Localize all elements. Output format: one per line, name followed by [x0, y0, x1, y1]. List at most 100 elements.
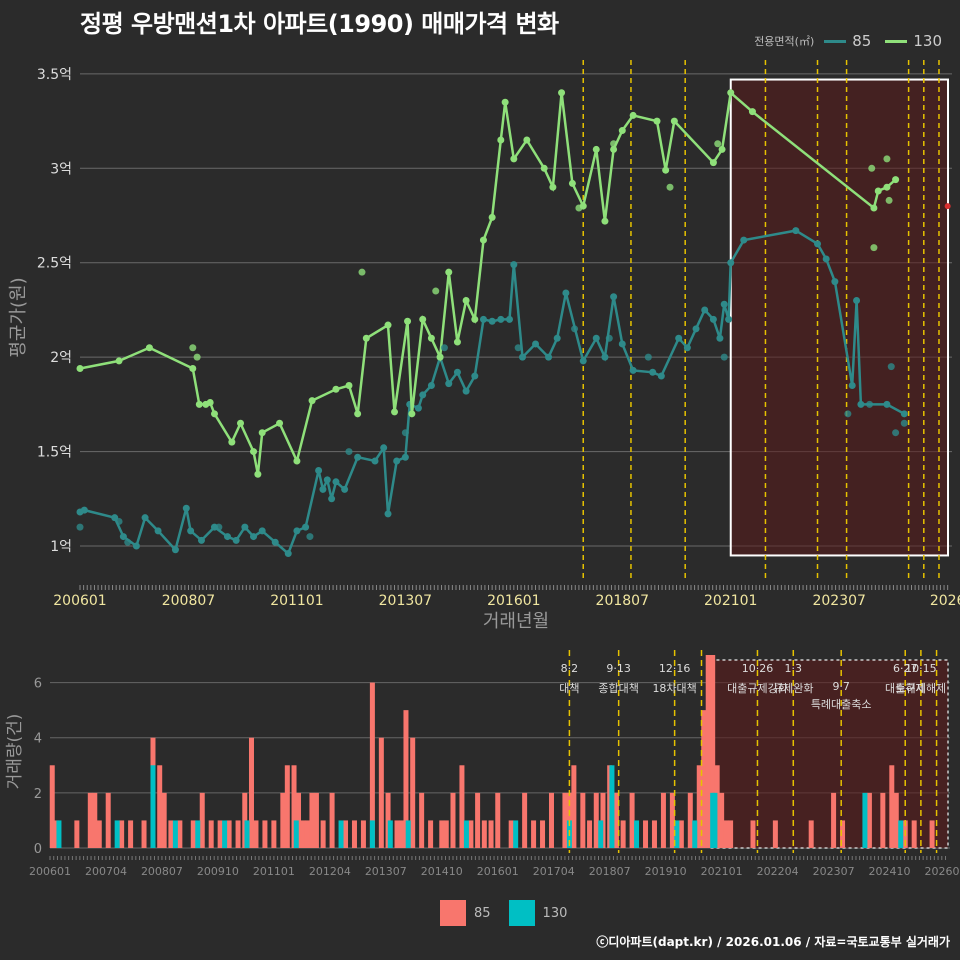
data-point-85	[427, 381, 435, 389]
data-point-130	[501, 98, 509, 106]
scatter-point-85	[887, 363, 895, 371]
bar-130	[898, 820, 904, 848]
data-point-85	[497, 315, 505, 323]
policy-annotation-text: 특례대출축소	[811, 698, 872, 711]
bar-130	[598, 820, 604, 848]
bar-85	[495, 792, 501, 848]
bar-85	[369, 682, 375, 848]
bar-130	[195, 820, 201, 848]
footer-credit: ⓒ디아파트(dapt.kr) / 2026.01.06 / 자료=국토교통부 실…	[596, 935, 950, 949]
bar-85	[710, 655, 716, 848]
policy-annotation-text: 대책	[559, 682, 579, 695]
legend-bar-label-130: 130	[542, 905, 568, 921]
bar-130	[634, 820, 640, 848]
scatter-point-85	[440, 344, 448, 352]
data-point-85	[601, 353, 609, 361]
data-point-85	[171, 546, 179, 554]
data-point-130	[870, 204, 878, 212]
bar-y-tick-label: 0	[34, 842, 42, 857]
data-point-85	[900, 410, 908, 418]
bar-85	[291, 765, 297, 848]
bar-85	[508, 820, 514, 848]
bar-x-tick-label: 202101	[701, 865, 743, 878]
bar-85	[889, 765, 895, 848]
bar-85	[343, 820, 349, 848]
bar-85	[866, 792, 872, 848]
bar-85	[719, 792, 725, 848]
data-point-130	[709, 159, 717, 167]
bar-130	[150, 765, 156, 848]
series-line-130	[79, 90, 897, 475]
data-point-85	[80, 506, 88, 514]
bar-130	[222, 820, 228, 848]
policy-annotation-date: 6·27	[893, 662, 918, 675]
bar-85	[92, 792, 98, 848]
data-point-130	[568, 179, 576, 187]
data-point-85	[701, 306, 709, 314]
scatter-point-85	[215, 523, 223, 531]
legend-box-130	[508, 900, 535, 926]
scatter-point-130	[358, 268, 366, 276]
data-point-85	[488, 317, 496, 325]
data-point-85	[610, 293, 618, 301]
data-point-130	[206, 398, 214, 406]
bar-130	[293, 820, 299, 848]
bar-130	[114, 820, 120, 848]
bar-85	[329, 792, 335, 848]
legend-box-85	[440, 900, 466, 926]
bar-130	[674, 820, 680, 848]
data-point-130	[497, 136, 505, 144]
data-point-85	[453, 368, 461, 376]
legend-label-85: 85	[852, 32, 872, 50]
data-point-130	[462, 297, 470, 305]
bar-130	[862, 792, 868, 848]
bar-85	[168, 820, 174, 848]
bar-130	[338, 820, 344, 848]
data-point-85	[649, 368, 657, 376]
bar-85	[428, 820, 434, 848]
data-point-85	[740, 236, 748, 244]
data-point-130	[276, 419, 284, 427]
data-point-130	[237, 419, 245, 427]
bar-85	[651, 820, 657, 848]
bar-85	[271, 820, 277, 848]
scatter-point-85	[514, 344, 522, 352]
x-tick-label: 201101	[270, 593, 323, 609]
bar-130	[463, 820, 469, 848]
data-point-85	[241, 523, 249, 531]
bar-85	[701, 710, 707, 848]
data-point-130	[479, 236, 487, 244]
bar-x-tick-label: 201204	[309, 865, 351, 878]
x-tick-label: 202307	[812, 593, 865, 609]
data-point-130	[653, 117, 661, 125]
bar-85	[49, 765, 55, 848]
data-point-85	[302, 523, 310, 531]
bar-85	[177, 820, 183, 848]
data-point-85	[716, 334, 724, 342]
data-point-130	[558, 89, 566, 97]
bar-85	[157, 765, 163, 848]
data-point-85	[323, 476, 331, 484]
policy-annotation-date: 10·26	[742, 662, 774, 675]
bar-85	[253, 820, 259, 848]
data-point-130	[210, 410, 218, 418]
data-point-130	[471, 315, 479, 323]
bar-85	[750, 820, 756, 848]
bar-85	[226, 820, 232, 848]
data-point-85	[445, 380, 453, 388]
data-point-130	[445, 268, 453, 276]
data-point-85	[328, 495, 336, 503]
bar-85	[705, 655, 711, 848]
data-point-85	[657, 372, 665, 380]
x-axis-title: 거래년월	[483, 611, 549, 632]
data-point-130	[354, 410, 362, 418]
data-point-85	[284, 550, 292, 558]
data-point-85	[519, 353, 527, 361]
bar-85	[284, 765, 290, 848]
scatter-point-85	[124, 538, 132, 546]
data-point-85	[883, 400, 891, 408]
bar-85	[190, 820, 196, 848]
bar-85	[687, 792, 693, 848]
bar-85	[450, 792, 456, 848]
latest-marker	[944, 203, 951, 210]
